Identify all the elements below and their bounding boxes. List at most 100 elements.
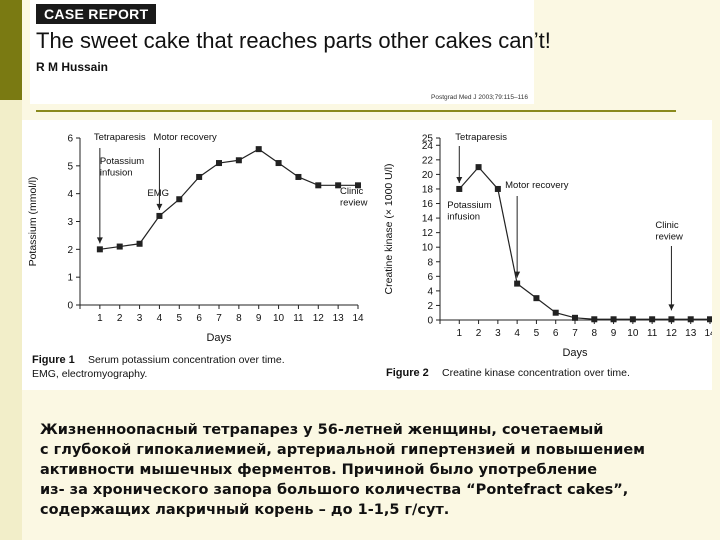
series-line <box>99 148 358 250</box>
data-point <box>275 160 282 167</box>
chart-annotation: Motor recovery <box>153 132 217 143</box>
article-author: R M Hussain <box>36 60 109 74</box>
article-title: The sweet cake that reaches parts other … <box>36 28 551 53</box>
chart-annotation: Clinic <box>340 186 363 197</box>
y-tick-label: 18 <box>422 184 434 195</box>
data-point <box>629 316 636 323</box>
y-tick-label: 8 <box>427 257 433 268</box>
data-point <box>136 240 143 247</box>
annotation-arrowhead <box>456 176 463 183</box>
x-tick-label: 1 <box>457 328 463 339</box>
y-tick-label: 0 <box>427 316 433 327</box>
y-tick-label: 25 <box>422 134 434 145</box>
x-tick-label: 7 <box>572 328 578 339</box>
x-tick-label: 2 <box>117 313 123 324</box>
data-point <box>235 157 242 164</box>
x-tick-label: 14 <box>352 313 364 324</box>
x-tick-label: 2 <box>476 328 482 339</box>
chart-annotation: EMG <box>147 188 169 199</box>
header-divider <box>36 110 676 112</box>
y-tick-label: 14 <box>422 214 434 225</box>
data-point <box>355 182 361 189</box>
y-tick-label: 4 <box>67 189 73 200</box>
x-tick-label: 10 <box>273 313 285 324</box>
y-axis-label: Creatine kinase (× 1000 U/l) <box>383 163 395 294</box>
x-tick-label: 12 <box>313 313 325 324</box>
y-tick-label: 5 <box>67 161 73 172</box>
data-point <box>572 314 578 321</box>
x-axis-label: Days <box>206 332 232 344</box>
figure-caption-label: Figure 1 <box>32 354 75 366</box>
figure-caption-text: EMG, electromyography. <box>32 368 147 380</box>
chart-annotation: Tetraparesis <box>94 132 146 143</box>
x-axis-label: Days <box>562 347 588 359</box>
data-point <box>196 173 203 180</box>
chart-annotation: Tetraparesis <box>455 132 507 143</box>
x-tick-label: 9 <box>256 313 262 324</box>
figures-panel: 0 1 2 3 4 5 6 1 2 3 4 5 6 7 8 9 10 11 12 13 14 Days Potassium … <box>22 120 716 390</box>
annotation-arrowhead <box>96 237 103 244</box>
chart-annotation: Potassium <box>447 200 491 211</box>
x-tick-label: 11 <box>293 313 304 324</box>
data-point <box>315 182 322 189</box>
y-tick-label: 3 <box>67 217 73 228</box>
data-point <box>649 316 656 323</box>
chart-annotation: Motor recovery <box>505 180 569 191</box>
figure-caption-label: Figure 2 <box>386 367 429 379</box>
y-tick-label: 10 <box>422 243 434 254</box>
x-tick-label: 1 <box>97 313 103 324</box>
x-tick-label: 5 <box>177 313 183 324</box>
data-point <box>668 316 675 323</box>
data-point <box>295 173 302 180</box>
y-tick-label: 20 <box>422 170 434 181</box>
x-tick-label: 6 <box>553 328 559 339</box>
olive-accent-block <box>0 0 22 100</box>
data-point <box>255 146 262 153</box>
annotation-arrowhead <box>514 271 521 278</box>
y-tick-label: 22 <box>422 155 434 166</box>
x-tick-label: 13 <box>685 328 697 339</box>
data-point <box>533 295 540 302</box>
x-tick-label: 5 <box>534 328 540 339</box>
data-point <box>176 196 183 203</box>
data-point <box>96 246 103 253</box>
figure-caption-text: Creatine kinase concentration over time. <box>442 367 630 379</box>
x-tick-label: 8 <box>592 328 598 339</box>
data-point <box>456 185 463 192</box>
x-tick-label: 13 <box>333 313 345 324</box>
data-point <box>156 212 163 219</box>
x-tick-label: 11 <box>647 328 658 339</box>
data-point <box>116 243 123 250</box>
x-tick-label: 3 <box>495 328 501 339</box>
data-point <box>494 185 501 192</box>
data-point <box>687 316 694 323</box>
data-point <box>216 160 222 167</box>
y-tick-label: 0 <box>67 301 73 312</box>
chart-annotation: infusion <box>447 212 480 223</box>
x-tick-label: 8 <box>236 313 242 324</box>
x-tick-label: 6 <box>196 313 202 324</box>
y-axis-label: Potassium (mmol/l) <box>27 177 39 267</box>
chart-annotation: review <box>655 232 683 243</box>
y-tick-label: 6 <box>67 134 73 145</box>
data-point <box>552 309 559 316</box>
case-report-label: CASE REPORT <box>36 4 157 24</box>
annotation-arrowhead <box>668 304 675 311</box>
data-point <box>610 316 617 323</box>
data-point <box>475 164 482 171</box>
data-point <box>591 316 598 323</box>
y-tick-label: 4 <box>427 286 433 297</box>
annotation-arrowhead <box>156 203 163 210</box>
y-tick-label: 12 <box>422 228 434 239</box>
left-margin-bar <box>0 0 22 540</box>
chart-annotation: Clinic <box>655 220 678 231</box>
chart-annotation: review <box>340 198 368 209</box>
y-tick-label: 6 <box>427 272 433 283</box>
article-header: CASE REPORT The sweet cake that reaches … <box>30 0 551 104</box>
chart-annotation: Potassium <box>100 156 144 167</box>
x-tick-label: 4 <box>157 313 163 324</box>
x-tick-label: 14 <box>704 328 712 339</box>
y-tick-label: 24 <box>422 141 434 152</box>
